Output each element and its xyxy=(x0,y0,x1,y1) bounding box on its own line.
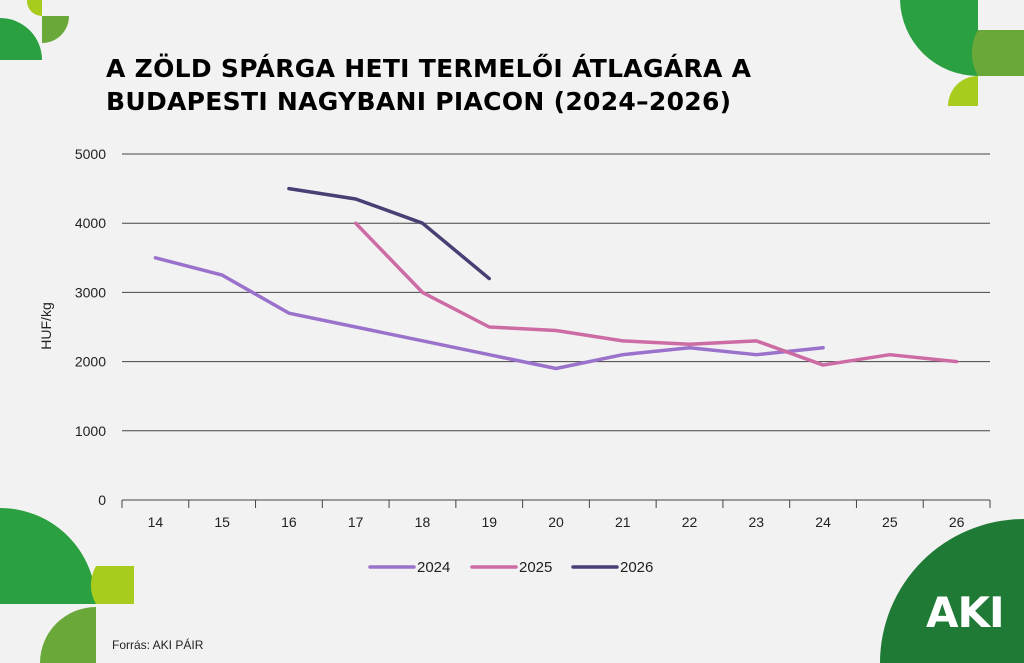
chart-title: A ZÖLD SPÁRGA HETI TERMELŐI ÁTLAGÁRA A B… xyxy=(106,52,751,118)
x-tick-label: 24 xyxy=(815,514,831,530)
y-axis-ticks: 0 1000 2000 3000 4000 5000 xyxy=(75,146,106,508)
top-left-leaf-icon xyxy=(0,0,69,60)
source-note: Forrás: AKI PÁIR xyxy=(112,638,204,652)
x-axis: 14 15 16 17 18 19 20 21 22 23 24 25 26 xyxy=(121,499,991,530)
x-tick-label: 20 xyxy=(548,514,564,530)
series-line-2024 xyxy=(153,256,825,371)
y-tick-label: 0 xyxy=(98,492,106,508)
x-tick-label: 15 xyxy=(214,514,230,530)
y-tick-label: 3000 xyxy=(75,284,106,300)
chart-title-line-2: BUDAPESTI NAGYBANI PIACON (2024–2026) xyxy=(106,87,732,116)
aki-logo-text: AKI xyxy=(926,588,1005,637)
legend-label-2026: 2026 xyxy=(620,559,653,576)
y-axis-label: HUF/kg xyxy=(38,302,54,349)
series-line-2025 xyxy=(353,221,959,367)
bottom-left-leaf-icon xyxy=(0,508,134,663)
chart-series xyxy=(153,186,959,371)
y-tick-label: 2000 xyxy=(75,354,106,370)
legend-label-2024: 2024 xyxy=(417,559,450,576)
x-tick-label: 14 xyxy=(148,514,164,530)
y-tick-label: 5000 xyxy=(75,146,106,162)
x-tick-label: 23 xyxy=(749,514,765,530)
y-tick-label: 4000 xyxy=(75,215,106,231)
chart-title-line-1: A ZÖLD SPÁRGA HETI TERMELŐI ÁTLAGÁRA A xyxy=(106,54,752,83)
x-tick-label: 17 xyxy=(348,514,364,530)
x-tick-label: 21 xyxy=(615,514,631,530)
series-line-2026 xyxy=(287,186,491,281)
x-tick-label: 22 xyxy=(682,514,698,530)
x-tick-label: 26 xyxy=(949,514,965,530)
x-tick-label: 19 xyxy=(481,514,497,530)
aki-logo-icon xyxy=(880,519,1024,663)
top-right-leaf-icon xyxy=(900,0,1024,106)
chart-legend: 2024 2025 2026 xyxy=(368,559,653,576)
y-tick-label: 1000 xyxy=(75,423,106,439)
x-tick-label: 18 xyxy=(415,514,431,530)
x-tick-label: 25 xyxy=(882,514,898,530)
legend-label-2025: 2025 xyxy=(519,559,552,576)
x-tick-label: 16 xyxy=(281,514,297,530)
